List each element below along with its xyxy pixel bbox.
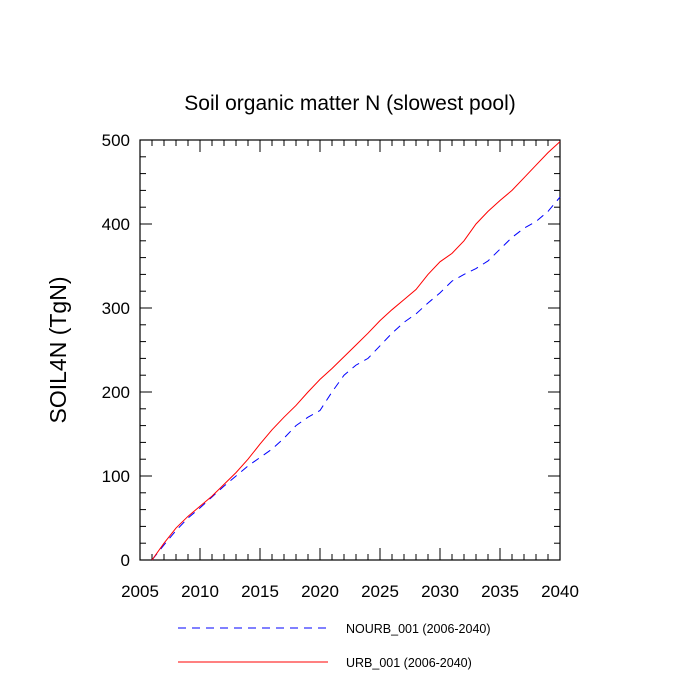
y-tick-label: 300 xyxy=(102,299,130,318)
plot-frame xyxy=(139,139,561,561)
legend: NOURB_001 (2006-2040) URB_001 (2006-2040) xyxy=(178,622,491,670)
y-axis-label: SOIL4N (TgN) xyxy=(45,277,71,424)
chart-title: Soil organic matter N (slowest pool) xyxy=(184,92,515,115)
series-line-1 xyxy=(151,196,561,561)
x-tick-label: 2040 xyxy=(541,582,579,601)
x-tick-label: 2020 xyxy=(301,582,339,601)
y-tick-label: 100 xyxy=(102,467,130,486)
x-tick-label: 2015 xyxy=(241,582,279,601)
legend-label-2: URB_001 (2006-2040) xyxy=(346,656,472,670)
legend-label-1: NOURB_001 (2006-2040) xyxy=(346,622,491,636)
y-tick-label: 500 xyxy=(102,131,130,150)
y-tick-label: 200 xyxy=(102,383,130,402)
x-tick-label: 2035 xyxy=(481,582,519,601)
x-tick-label: 2025 xyxy=(361,582,399,601)
x-tick-label: 2005 xyxy=(121,582,159,601)
x-tick-label: 2010 xyxy=(181,582,219,601)
y-tick-label: 400 xyxy=(102,215,130,234)
y-tick-label: 0 xyxy=(121,551,130,570)
plot-area: 2005 2010 2015 2020 2025 2030 2035 2040 0 100 200 3… xyxy=(102,131,579,601)
series-line-2 xyxy=(151,141,561,561)
x-tick-label: 2030 xyxy=(421,582,459,601)
